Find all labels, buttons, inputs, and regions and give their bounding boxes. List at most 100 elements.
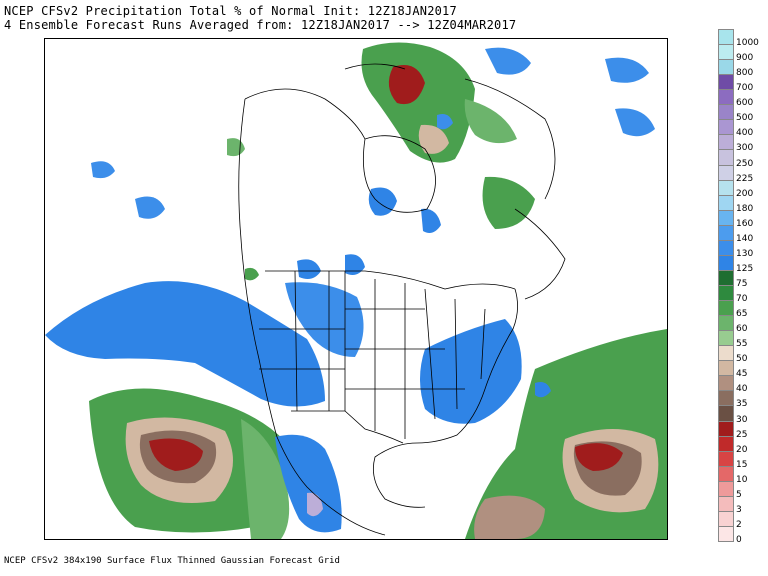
legend-label: 2 bbox=[736, 519, 742, 530]
legend-label: 75 bbox=[736, 279, 748, 289]
legend-swatch bbox=[718, 29, 734, 46]
legend-swatch bbox=[718, 164, 734, 181]
legend-label: 140 bbox=[736, 233, 754, 244]
legend-swatch bbox=[718, 435, 734, 452]
legend-swatch bbox=[718, 224, 734, 241]
legend-swatch bbox=[718, 495, 734, 512]
legend-swatch bbox=[718, 315, 734, 332]
legend-swatch bbox=[718, 465, 734, 482]
below-normal-regions bbox=[89, 42, 667, 539]
legend-label: 10 bbox=[736, 474, 748, 485]
legend-label: 65 bbox=[736, 309, 748, 320]
n-blue-2 bbox=[345, 254, 365, 275]
canada-north-tan bbox=[418, 124, 449, 154]
legend-swatch bbox=[718, 480, 734, 497]
boundaries bbox=[238, 63, 566, 536]
state-lines-east bbox=[424, 288, 486, 420]
legend-swatch bbox=[718, 119, 734, 136]
nw-blue-2 bbox=[135, 196, 165, 219]
legend-label: 130 bbox=[736, 248, 754, 259]
arctic-blue-2 bbox=[605, 57, 649, 83]
legend-label: 35 bbox=[736, 399, 748, 410]
legend-label: 30 bbox=[736, 414, 748, 425]
pacific-red bbox=[149, 438, 203, 471]
legend-label: 800 bbox=[736, 68, 754, 79]
legend-swatch bbox=[718, 375, 734, 392]
n-blue-1 bbox=[297, 259, 321, 279]
ne-canada-blue-2 bbox=[421, 208, 441, 233]
legend-label: 15 bbox=[736, 459, 748, 470]
legend-swatch bbox=[718, 345, 734, 362]
legend-label: 225 bbox=[736, 173, 754, 184]
legend-label: 250 bbox=[736, 158, 754, 169]
map-subtitle: 4 Ensemble Forecast Runs Averaged from: … bbox=[4, 18, 517, 32]
legend-swatch bbox=[718, 300, 734, 317]
hudson-bay bbox=[363, 135, 436, 213]
west-coast bbox=[238, 98, 386, 536]
canada-north-red bbox=[388, 65, 425, 105]
grid-description: NCEP CFSv2 384x190 Surface Flux Thinned … bbox=[4, 556, 340, 566]
legend-label: 0 bbox=[736, 535, 742, 545]
legend-label: 160 bbox=[736, 218, 754, 229]
mexico-blue bbox=[275, 434, 342, 533]
legend-swatch bbox=[718, 59, 734, 76]
nw-blue-1 bbox=[91, 161, 115, 179]
mexico-green bbox=[241, 419, 290, 539]
legend-swatch bbox=[718, 269, 734, 286]
legend-label: 20 bbox=[736, 444, 748, 455]
legend-label: 1000 bbox=[736, 38, 759, 49]
legend-swatch bbox=[718, 254, 734, 271]
plains-blue bbox=[285, 282, 364, 357]
legend-swatch bbox=[718, 285, 734, 302]
legend-label: 400 bbox=[736, 128, 754, 139]
east-coast bbox=[372, 288, 518, 508]
state-lines-west bbox=[259, 270, 345, 412]
legend-label: 200 bbox=[736, 188, 754, 199]
legend-swatch bbox=[718, 330, 734, 347]
map-canvas bbox=[45, 42, 667, 539]
legend-label: 70 bbox=[736, 294, 748, 305]
arctic-blue-1 bbox=[485, 47, 531, 75]
legend-label: 25 bbox=[736, 429, 748, 440]
map-title: NCEP CFSv2 Precipitation Total % of Norm… bbox=[4, 4, 457, 18]
above-normal-regions bbox=[45, 47, 655, 533]
us-canada-border bbox=[265, 270, 516, 290]
se-blue bbox=[420, 319, 522, 424]
legend-label: 600 bbox=[736, 98, 754, 109]
west-blue-band bbox=[45, 281, 325, 407]
legend-swatch bbox=[718, 420, 734, 437]
alaska-green bbox=[227, 138, 245, 157]
atlantic-red bbox=[575, 443, 623, 471]
legend-label: 125 bbox=[736, 263, 754, 274]
west-green-spot bbox=[245, 267, 259, 281]
legend-label: 500 bbox=[736, 113, 754, 124]
us-mexico-border bbox=[291, 410, 404, 444]
legend-label: 700 bbox=[736, 83, 754, 94]
ne-coast-green bbox=[464, 99, 517, 144]
legend-swatch bbox=[718, 104, 734, 121]
legend-swatch bbox=[718, 239, 734, 256]
legend-swatch bbox=[718, 194, 734, 211]
legend-swatch bbox=[718, 74, 734, 91]
state-lines-central bbox=[344, 271, 465, 439]
legend-swatch bbox=[718, 405, 734, 422]
legend-label: 180 bbox=[736, 203, 754, 214]
legend-label: 45 bbox=[736, 369, 748, 380]
legend-swatch bbox=[718, 450, 734, 467]
legend-swatch bbox=[718, 149, 734, 166]
precipitation-map bbox=[44, 38, 668, 540]
legend-swatch bbox=[718, 360, 734, 377]
arctic-blue-3 bbox=[615, 108, 655, 137]
legend-swatch bbox=[718, 209, 734, 226]
legend-swatch bbox=[718, 89, 734, 106]
se-corner-tan bbox=[474, 495, 545, 539]
legend-label: 50 bbox=[736, 354, 748, 365]
ne-canada-blue-1 bbox=[368, 187, 397, 216]
legend-label: 300 bbox=[736, 143, 754, 154]
quebec-green bbox=[482, 176, 535, 229]
legend-label: 900 bbox=[736, 53, 754, 64]
legend-swatch bbox=[718, 510, 734, 527]
legend-swatch bbox=[718, 525, 734, 542]
legend-label: 40 bbox=[736, 384, 748, 395]
legend-label: 60 bbox=[736, 324, 748, 335]
